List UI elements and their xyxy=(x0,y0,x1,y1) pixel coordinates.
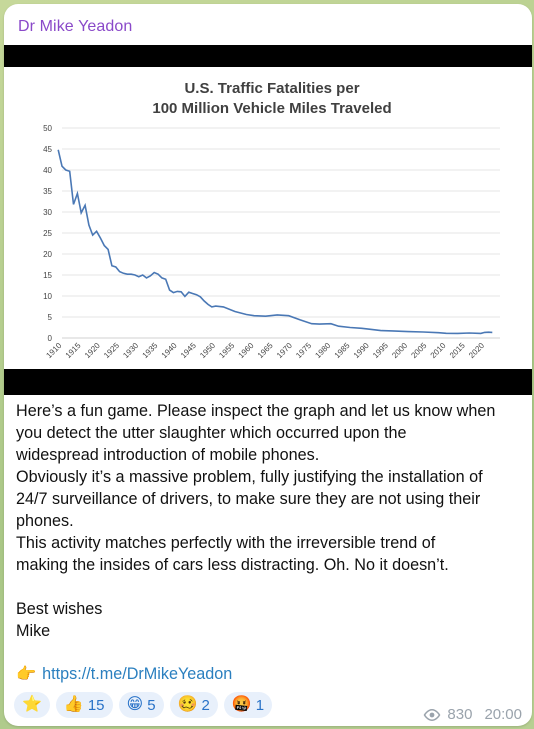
reactions-bar: ⭐ 👍 15 😁 5 🥴 2 🤬 1 xyxy=(14,692,273,718)
x-tick-label: 1980 xyxy=(313,341,332,360)
reaction-button[interactable]: 🥴 2 xyxy=(169,692,218,718)
channel-link-row: 👉 https://t.me/DrMikeYeadon xyxy=(16,664,232,684)
x-tick-label: 1940 xyxy=(160,341,179,360)
x-tick-label: 1965 xyxy=(256,341,275,360)
x-tick-label: 1950 xyxy=(198,341,217,360)
reaction-count: 15 xyxy=(87,696,105,714)
x-tick-label: 1960 xyxy=(237,341,256,360)
x-tick-label: 2005 xyxy=(409,341,428,360)
x-tick-label: 1990 xyxy=(352,341,371,360)
y-tick-label: 35 xyxy=(43,187,52,196)
message-meta: 830 20:00 xyxy=(423,706,522,723)
reaction-count: 2 xyxy=(201,696,210,714)
y-tick-label: 30 xyxy=(43,208,52,217)
x-tick-label: 1930 xyxy=(121,341,140,360)
x-tick-label: 2010 xyxy=(429,341,448,360)
reaction-button[interactable]: 😁 5 xyxy=(118,692,164,718)
x-tick-label: 2020 xyxy=(467,341,486,360)
y-tick-label: 5 xyxy=(48,313,53,322)
reaction-count: 1 xyxy=(255,696,265,714)
x-tick-label: 2000 xyxy=(390,341,409,360)
message-text: Here’s a fun game. Please inspect the gr… xyxy=(16,400,524,642)
y-tick-label: 15 xyxy=(43,271,52,280)
message-text-line: you detect the utter slaughter which occ… xyxy=(16,424,407,442)
y-axis-ticks: 0 5 10 15 20 25 30 35 40 45 50 xyxy=(43,124,52,343)
message-text-line: 24/7 surveillance of drivers, to make su… xyxy=(16,490,481,508)
cursing-icon: 🤬 xyxy=(231,696,252,713)
y-tick-label: 50 xyxy=(43,124,52,133)
chart-plot-area: U.S. Traffic Fatalities per 100 Million … xyxy=(4,67,532,369)
reaction-count: 5 xyxy=(147,696,156,714)
x-tick-label: 1955 xyxy=(217,341,236,360)
x-tick-label: 1935 xyxy=(141,341,160,360)
reaction-button[interactable]: 🤬 1 xyxy=(223,692,273,718)
reaction-button[interactable]: 👍 15 xyxy=(55,692,113,718)
thumbs-up-icon: 👍 xyxy=(63,696,84,713)
message-text-line: making the insides of cars less distract… xyxy=(16,556,449,574)
reaction-button[interactable]: ⭐ xyxy=(14,692,50,718)
channel-link[interactable]: https://t.me/DrMikeYeadon xyxy=(42,665,233,683)
pointing-hand-icon: 👉 xyxy=(16,665,37,683)
message-text-line: phones. xyxy=(16,512,74,530)
traffic-fatalities-chart: U.S. Traffic Fatalities per 100 Million … xyxy=(43,80,500,360)
woozy-icon: 🥴 xyxy=(177,696,198,713)
message-text-line: Here’s a fun game. Please inspect the gr… xyxy=(16,402,496,420)
y-tick-label: 20 xyxy=(43,250,52,259)
chart-image[interactable]: U.S. Traffic Fatalities per 100 Million … xyxy=(4,45,532,395)
view-count: 830 xyxy=(447,706,473,723)
x-tick-label: 1915 xyxy=(64,341,83,360)
x-tick-label: 2015 xyxy=(448,341,467,360)
x-tick-label: 1910 xyxy=(44,341,63,360)
x-tick-label: 1920 xyxy=(83,341,102,360)
x-tick-label: 1925 xyxy=(102,341,121,360)
message-text-line xyxy=(16,576,524,598)
x-axis-ticks: 1910 1915 1920 1925 1930 1935 1940 1945 1950 1955… xyxy=(44,341,486,360)
x-tick-label: 1975 xyxy=(294,341,313,360)
y-tick-label: 25 xyxy=(43,229,52,238)
message-text-line: Obviously it’s a massive problem, fully … xyxy=(16,468,483,486)
message-time: 20:00 xyxy=(484,706,522,723)
chart-subtitle: 100 Million Vehicle Miles Traveled xyxy=(152,100,391,117)
fatality-rate-line xyxy=(57,149,493,335)
x-tick-label: 1945 xyxy=(179,341,198,360)
y-tick-label: 0 xyxy=(48,334,53,343)
message-text-line: This activity matches perfectly with the… xyxy=(16,534,436,552)
eye-icon xyxy=(424,708,441,721)
y-tick-label: 40 xyxy=(43,166,52,175)
message-text-line: widespread introduction of mobile phones… xyxy=(16,446,320,464)
x-tick-label: 1995 xyxy=(371,341,390,360)
x-tick-label: 1970 xyxy=(275,341,294,360)
grid-lines xyxy=(62,127,500,339)
y-tick-label: 10 xyxy=(43,292,52,301)
message-bubble[interactable]: Dr Mike Yeadon U.S. Traffic Fatalities p… xyxy=(4,4,532,726)
grin-icon: 😁 xyxy=(126,696,144,713)
message-text-line: Mike xyxy=(16,622,51,640)
chart-title: U.S. Traffic Fatalities per xyxy=(184,80,359,97)
star-icon: ⭐ xyxy=(22,696,42,713)
y-tick-label: 45 xyxy=(43,145,52,154)
message-text-line: Best wishes xyxy=(16,600,103,618)
x-tick-label: 1985 xyxy=(333,341,352,360)
sender-name[interactable]: Dr Mike Yeadon xyxy=(18,18,133,35)
